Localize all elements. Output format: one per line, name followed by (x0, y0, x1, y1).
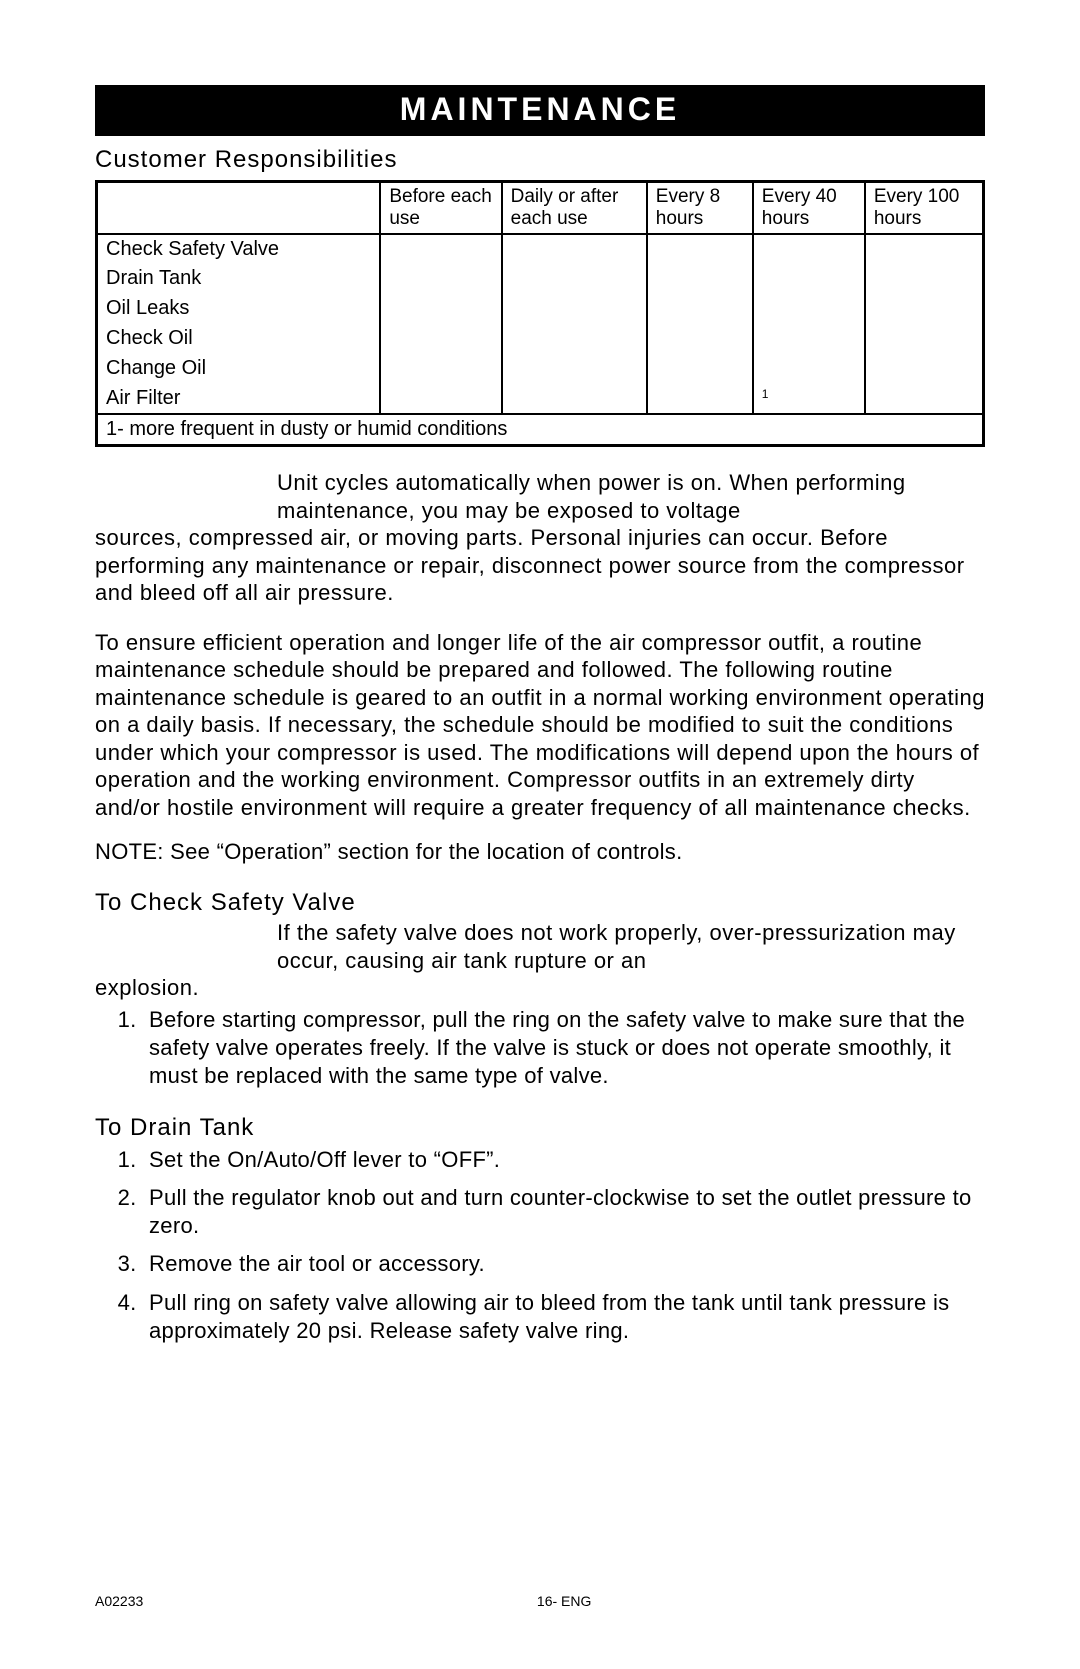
col-before: Before each use (380, 182, 501, 235)
cell (502, 234, 647, 264)
cell (865, 384, 984, 414)
cell (647, 234, 753, 264)
warning1-rest: sources, compressed air, or moving parts… (95, 525, 965, 605)
cell (647, 324, 753, 354)
list-item: Set the On/Auto/Off lever to “OFF”. (143, 1146, 985, 1174)
row-label: Check Safety Valve (97, 234, 381, 264)
valve-warn-hang: If the safety valve does not work proper… (277, 919, 985, 974)
cell (647, 354, 753, 384)
cell (647, 264, 753, 294)
row-label: Oil Leaks (97, 294, 381, 324)
cell (380, 264, 501, 294)
cell (502, 384, 647, 414)
cell (865, 234, 984, 264)
list-item: Pull ring on safety valve allowing air t… (143, 1289, 985, 1345)
row-label: Air Filter (97, 384, 381, 414)
col-8h: Every 8 hours (647, 182, 753, 235)
cell-footnote: 1 (753, 384, 865, 414)
cell (502, 294, 647, 324)
footer-doc-id: A02233 (95, 1593, 143, 1609)
body-paragraph: To ensure efficient operation and longer… (95, 629, 985, 822)
note-line: NOTE: See “Operation” section for the lo… (95, 839, 985, 865)
maintenance-table: Before each use Daily or after each use … (95, 180, 985, 447)
table-row: Change Oil (97, 354, 984, 384)
row-label: Check Oil (97, 324, 381, 354)
valve-steps: Before starting compressor, pull the rin… (95, 1006, 985, 1090)
table-header-row: Before each use Daily or after each use … (97, 182, 984, 235)
cell (502, 354, 647, 384)
subtitle: Customer Responsibilities (95, 146, 985, 174)
cell (865, 294, 984, 324)
col-40h: Every 40 hours (753, 182, 865, 235)
page-footer: A02233 16- ENG (95, 1593, 985, 1609)
drain-steps: Set the On/Auto/Off lever to “OFF”. Pull… (95, 1146, 985, 1345)
table-row: Oil Leaks (97, 294, 984, 324)
cell (502, 324, 647, 354)
cell (865, 354, 984, 384)
list-item: Before starting compressor, pull the rin… (143, 1006, 985, 1090)
banner-title: MAINTENANCE (95, 85, 985, 136)
cell (647, 384, 753, 414)
page: MAINTENANCE Customer Responsibilities Be… (0, 0, 1080, 1669)
cell (380, 294, 501, 324)
table-row: Check Safety Valve (97, 234, 984, 264)
list-item: Remove the air tool or accessory. (143, 1250, 985, 1278)
cell (380, 234, 501, 264)
cell (380, 354, 501, 384)
section-heading-drain: To Drain Tank (95, 1114, 985, 1142)
table-note: 1- more frequent in dusty or humid condi… (97, 414, 984, 446)
cell (753, 234, 865, 264)
row-label: Change Oil (97, 354, 381, 384)
warning-paragraph-1: Unit cycles automatically when power is … (95, 469, 985, 607)
section-heading-valve: To Check Safety Valve (95, 889, 985, 917)
table-row: Air Filter 1 (97, 384, 984, 414)
footer-page-num: 16- ENG (95, 1593, 985, 1609)
valve-warn-rest: explosion. (95, 975, 199, 1000)
col-blank (97, 182, 381, 235)
cell (753, 324, 865, 354)
cell (647, 294, 753, 324)
cell (502, 264, 647, 294)
cell (380, 384, 501, 414)
col-100h: Every 100 hours (865, 182, 984, 235)
col-daily: Daily or after each use (502, 182, 647, 235)
cell (865, 324, 984, 354)
table-note-row: 1- more frequent in dusty or humid condi… (97, 414, 984, 446)
list-item: Pull the regulator knob out and turn cou… (143, 1184, 985, 1240)
table-row: Drain Tank (97, 264, 984, 294)
cell (380, 324, 501, 354)
table-row: Check Oil (97, 324, 984, 354)
cell (753, 294, 865, 324)
cell (753, 354, 865, 384)
row-label: Drain Tank (97, 264, 381, 294)
cell (753, 264, 865, 294)
cell (865, 264, 984, 294)
valve-warning: If the safety valve does not work proper… (95, 919, 985, 1002)
warning1-hang: Unit cycles automatically when power is … (277, 469, 985, 524)
